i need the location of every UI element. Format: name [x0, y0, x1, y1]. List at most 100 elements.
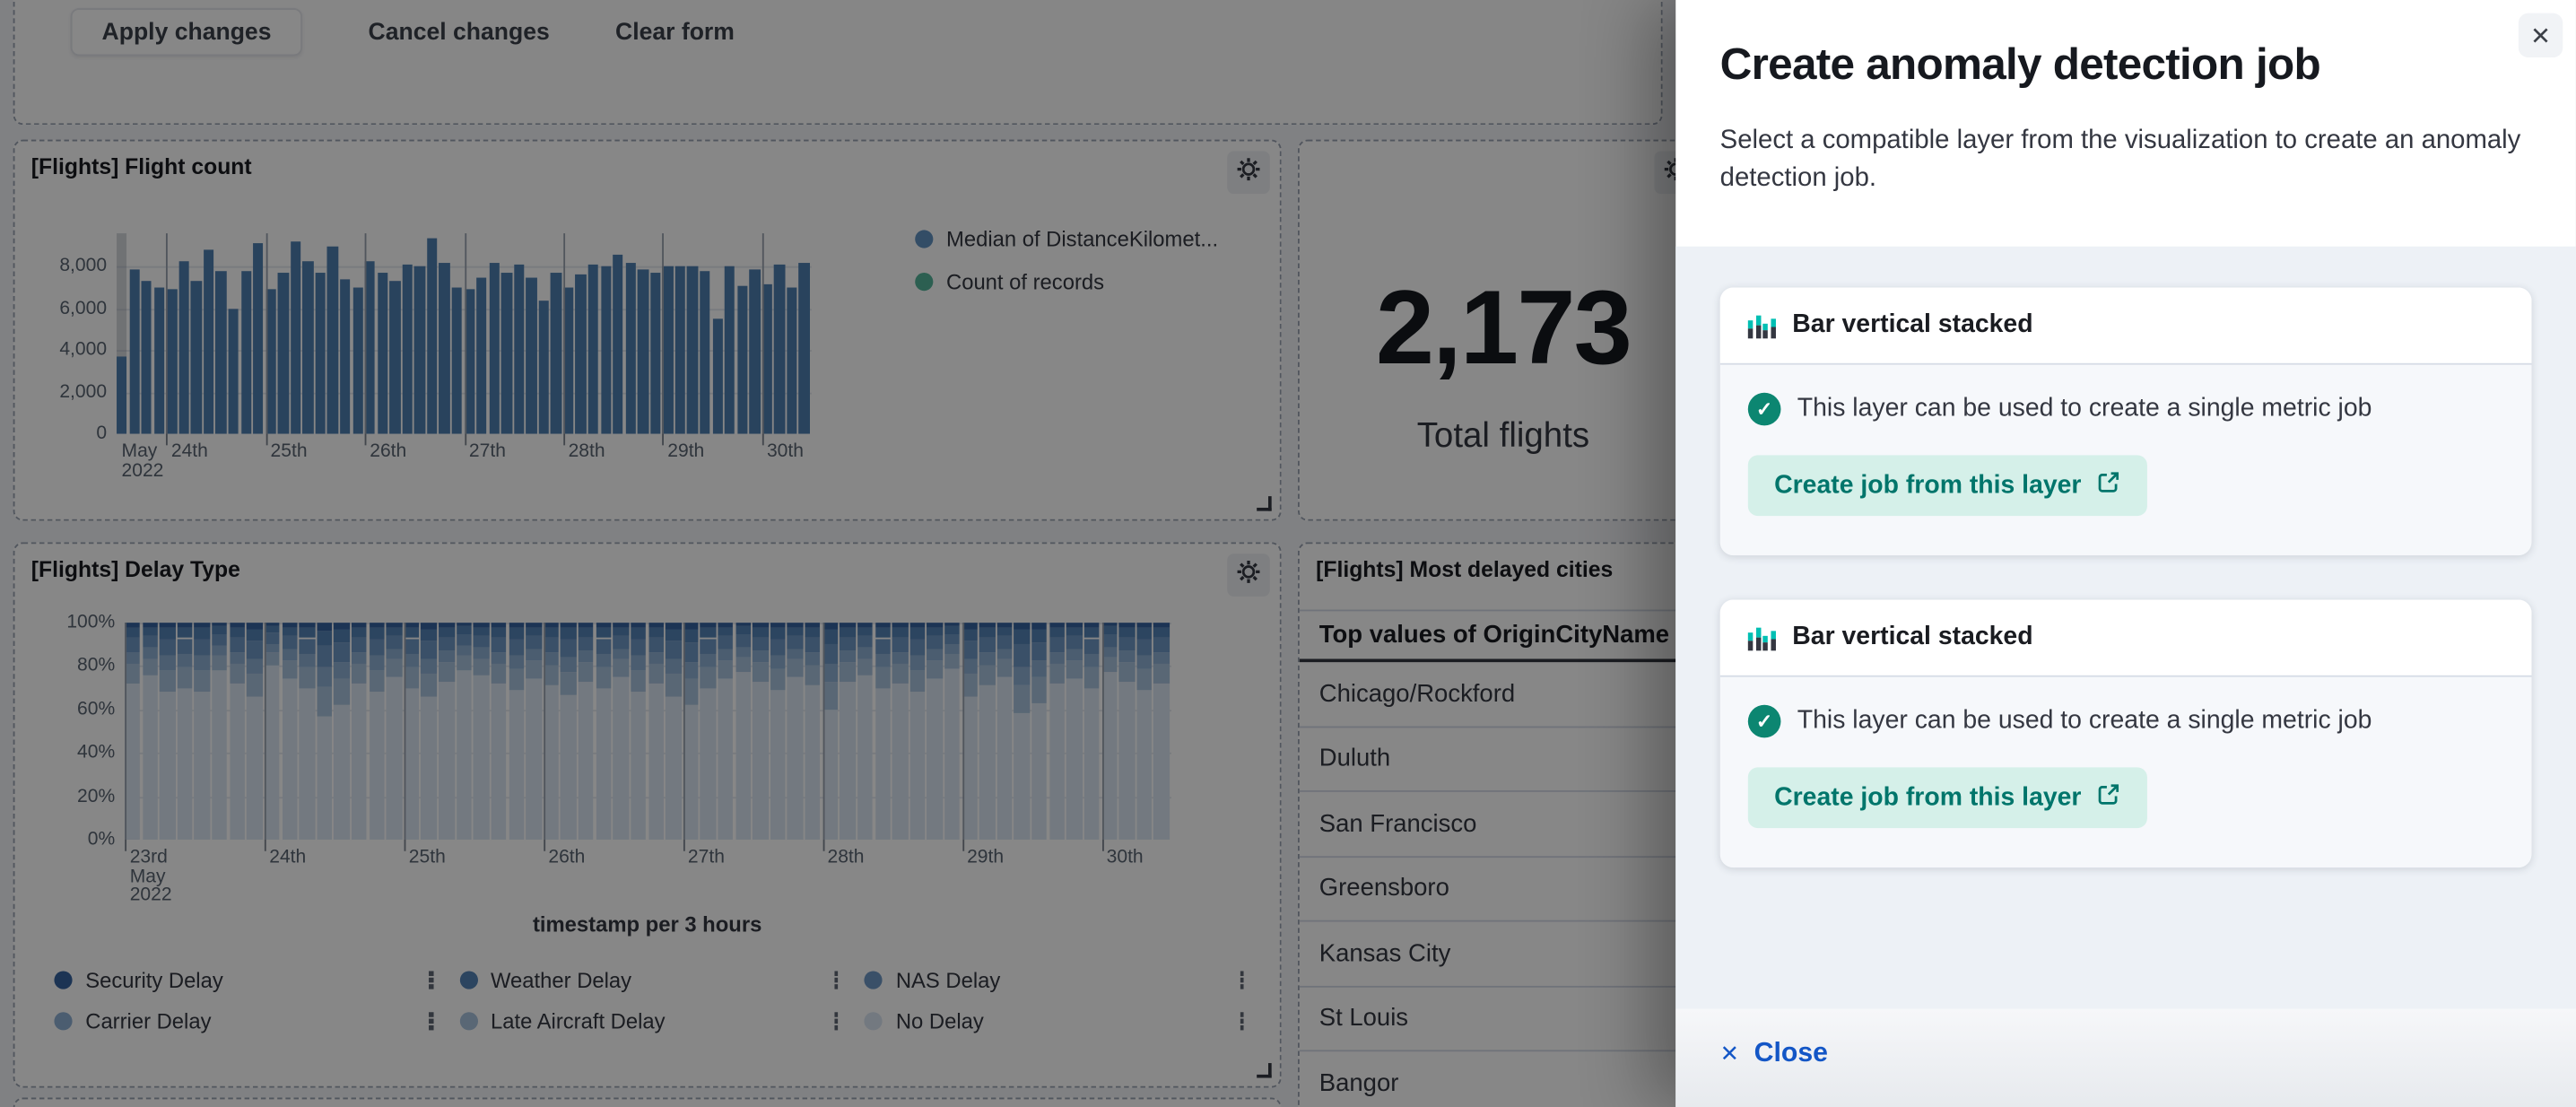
bar-segment[interactable]: [805, 623, 821, 628]
bar-segment[interactable]: [735, 646, 752, 657]
bar-segment[interactable]: [299, 623, 315, 628]
bar-segment[interactable]: [1031, 661, 1048, 677]
bar-segment[interactable]: [665, 696, 682, 840]
bar-segment[interactable]: [1136, 639, 1153, 656]
bar-segment[interactable]: [543, 685, 560, 840]
bar-segment[interactable]: [840, 681, 856, 840]
legend-item[interactable]: Late Aircraft Delay: [459, 1009, 851, 1033]
legend-actions-icon[interactable]: [834, 1012, 839, 1030]
bar-segment[interactable]: [805, 685, 821, 840]
bar-segment[interactable]: [1049, 623, 1066, 628]
bar-segment[interactable]: [421, 640, 437, 658]
bar[interactable]: [302, 260, 314, 434]
bar-segment[interactable]: [596, 623, 612, 628]
bar-segment[interactable]: [142, 658, 158, 676]
bar-segment[interactable]: [840, 636, 856, 651]
bar-segment[interactable]: [212, 626, 228, 634]
bar-segment[interactable]: [1031, 702, 1048, 840]
bar[interactable]: [538, 300, 550, 434]
bar-segment[interactable]: [421, 623, 437, 629]
bar-segment[interactable]: [962, 673, 978, 697]
bar[interactable]: [153, 287, 165, 434]
bar-segment[interactable]: [299, 653, 315, 667]
bar-segment[interactable]: [909, 628, 926, 640]
bar-segment[interactable]: [264, 626, 280, 633]
bar-segment[interactable]: [160, 692, 176, 840]
bar[interactable]: [700, 270, 710, 434]
bar-segment[interactable]: [788, 659, 804, 677]
bar-segment[interactable]: [1101, 672, 1118, 840]
apply-changes-button[interactable]: Apply changes: [70, 8, 303, 57]
bar[interactable]: [426, 237, 438, 434]
bar-segment[interactable]: [892, 683, 909, 840]
bar-segment[interactable]: [996, 676, 1013, 840]
bar-segment[interactable]: [700, 653, 717, 667]
legend-item[interactable]: Median of DistanceKilomet...: [915, 227, 1218, 251]
bar-segment[interactable]: [543, 652, 560, 666]
bar-segment[interactable]: [543, 627, 560, 638]
bar-segment[interactable]: [160, 656, 176, 670]
bar-segment[interactable]: [665, 640, 682, 658]
bar-segment[interactable]: [1118, 636, 1135, 651]
bar-segment[interactable]: [474, 648, 490, 658]
bar-segment[interactable]: [875, 623, 891, 628]
bar[interactable]: [749, 268, 761, 434]
bar-segment[interactable]: [456, 626, 472, 634]
bar-segment[interactable]: [177, 638, 193, 654]
bar-segment[interactable]: [1118, 681, 1135, 840]
bar-segment[interactable]: [753, 662, 769, 682]
bar-segment[interactable]: [177, 627, 193, 639]
bar-segment[interactable]: [718, 649, 734, 661]
bar-segment[interactable]: [962, 628, 978, 641]
bar-segment[interactable]: [613, 626, 629, 636]
bar-segment[interactable]: [1101, 623, 1118, 627]
bar-segment[interactable]: [561, 657, 577, 672]
bar-segment[interactable]: [282, 636, 298, 650]
bar-segment[interactable]: [648, 627, 664, 638]
bar-segment[interactable]: [770, 623, 786, 629]
bar-segment[interactable]: [909, 692, 926, 840]
bar[interactable]: [489, 262, 500, 434]
bar-segment[interactable]: [1014, 684, 1031, 714]
bar-segment[interactable]: [735, 626, 752, 635]
delay-chart[interactable]: 0% 20% 40% 60% 80% 100% 23rd May 2022 24th 25th 26t…: [14, 544, 1279, 1085]
bar-segment[interactable]: [1031, 629, 1048, 642]
bar-segment[interactable]: [1014, 666, 1031, 685]
bar-segment[interactable]: [822, 623, 839, 630]
bar-segment[interactable]: [822, 709, 839, 840]
bar-segment[interactable]: [264, 652, 280, 667]
legend-actions-icon[interactable]: [834, 971, 839, 989]
bar-segment[interactable]: [386, 635, 403, 649]
table-row[interactable]: Greensboro: [1299, 857, 1708, 922]
bar-segment[interactable]: [979, 652, 996, 666]
bar-segment[interactable]: [1136, 623, 1153, 629]
bar[interactable]: [724, 266, 735, 434]
bar-segment[interactable]: [386, 626, 403, 636]
bar-segment[interactable]: [944, 653, 961, 668]
bar-segment[interactable]: [421, 696, 437, 840]
bar-segment[interactable]: [439, 627, 455, 637]
bar-segment[interactable]: [491, 627, 507, 638]
bar-segment[interactable]: [404, 638, 420, 654]
bar-segment[interactable]: [909, 669, 926, 693]
bar-segment[interactable]: [1136, 690, 1153, 840]
bar-segment[interactable]: [996, 659, 1013, 677]
bar-segment[interactable]: [282, 660, 298, 679]
bar[interactable]: [215, 270, 227, 434]
bar-segment[interactable]: [125, 683, 141, 840]
bar-segment[interactable]: [142, 648, 158, 658]
bar-segment[interactable]: [212, 633, 228, 646]
bar-segment[interactable]: [892, 664, 909, 684]
bar-segment[interactable]: [561, 671, 577, 694]
bar-segment[interactable]: [456, 633, 472, 646]
bar-segment[interactable]: [1153, 637, 1170, 652]
bar-segment[interactable]: [1049, 683, 1066, 840]
bar-segment[interactable]: [160, 669, 176, 693]
bar-segment[interactable]: [631, 639, 647, 657]
bar-segment[interactable]: [613, 676, 629, 840]
bar-segment[interactable]: [753, 650, 769, 663]
bar-segment[interactable]: [421, 628, 437, 641]
bar-segment[interactable]: [194, 628, 211, 640]
bar-segment[interactable]: [578, 636, 594, 651]
bar-segment[interactable]: [1136, 655, 1153, 669]
